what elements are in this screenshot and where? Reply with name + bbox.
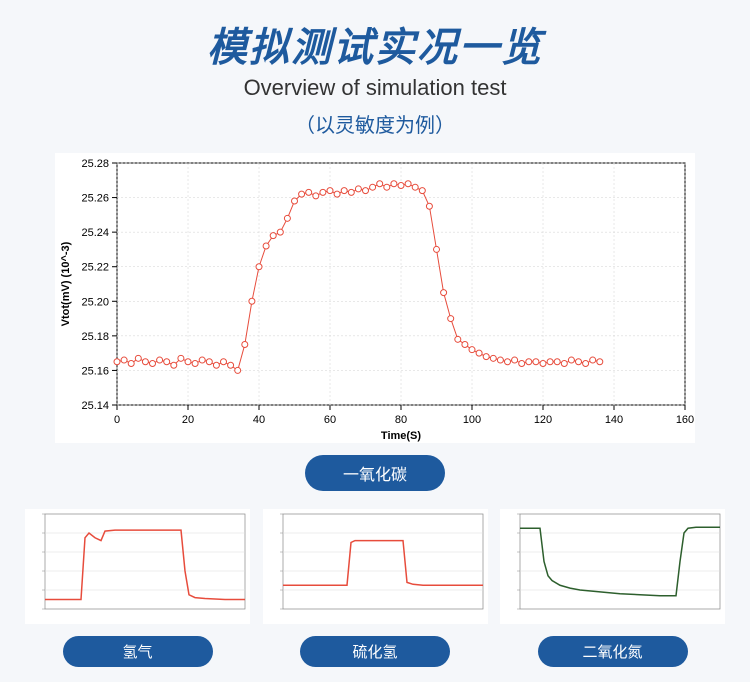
small-chart-col-0: 氢气 (25, 509, 250, 667)
svg-text:25.16: 25.16 (81, 365, 109, 377)
svg-text:25.26: 25.26 (81, 193, 109, 205)
page-title-sub: Overview of simulation test (20, 75, 730, 101)
svg-text:Vtot(mV) (10^-3): Vtot(mV) (10^-3) (60, 241, 72, 326)
small-chart-label-0: 氢气 (63, 636, 213, 667)
small-chart-svg-1 (263, 509, 488, 624)
page-title-note: （以灵敏度为例） (20, 109, 730, 138)
small-chart-1 (263, 509, 488, 624)
svg-text:25.14: 25.14 (81, 400, 109, 412)
small-chart-row: 氢气 硫化氢 二氧化氮 (20, 509, 730, 667)
svg-text:Time(S): Time(S) (381, 430, 421, 442)
main-chart-svg: 0 20 40 60 80 100 120 140 160 25.14 25.16 25.18 25.2… (55, 153, 695, 443)
svg-text:25.20: 25.20 (81, 296, 109, 308)
svg-text:120: 120 (534, 414, 552, 426)
svg-text:0: 0 (114, 414, 120, 426)
page-container: 模拟测试实况一览 Overview of simulation test （以灵… (0, 0, 750, 682)
main-chart: 0 20 40 60 80 100 120 140 160 25.14 25.16 25.18 25.2… (55, 153, 695, 443)
svg-text:25.24: 25.24 (81, 227, 109, 239)
svg-text:40: 40 (253, 414, 265, 426)
svg-text:160: 160 (676, 414, 694, 426)
svg-text:80: 80 (395, 414, 407, 426)
small-chart-label-1: 硫化氢 (300, 636, 450, 667)
small-chart-svg-0 (25, 509, 250, 624)
svg-text:25.18: 25.18 (81, 331, 109, 343)
svg-text:25.22: 25.22 (81, 262, 109, 274)
small-chart-0 (25, 509, 250, 624)
small-chart-label-2: 二氧化氮 (538, 636, 688, 667)
main-chart-label: 一氧化碳 (305, 455, 445, 491)
small-chart-2 (500, 509, 725, 624)
svg-text:60: 60 (324, 414, 336, 426)
svg-text:20: 20 (182, 414, 194, 426)
svg-text:25.28: 25.28 (81, 158, 109, 170)
svg-text:100: 100 (463, 414, 481, 426)
small-chart-svg-2 (500, 509, 725, 624)
svg-text:140: 140 (605, 414, 623, 426)
small-chart-col-1: 硫化氢 (263, 509, 488, 667)
page-title-main: 模拟测试实况一览 (20, 15, 730, 73)
small-chart-col-2: 二氧化氮 (500, 509, 725, 667)
